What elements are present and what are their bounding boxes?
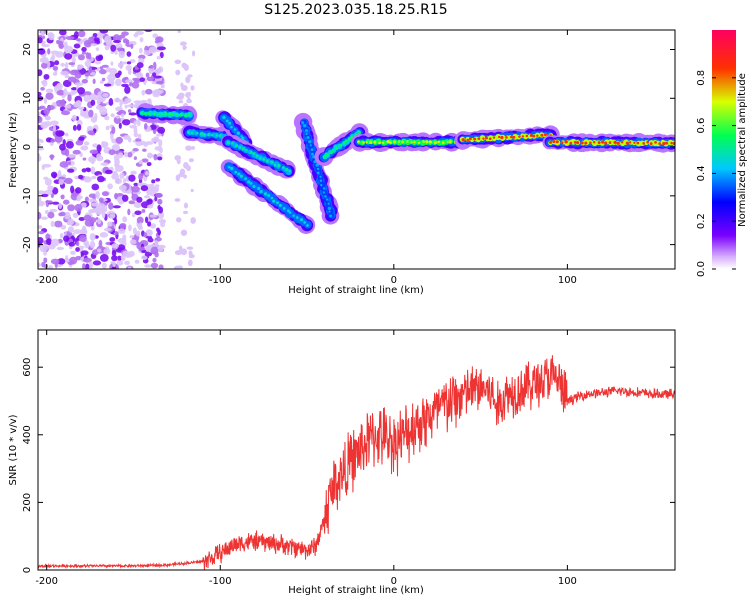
spectrogram-x-tick-label: -100	[209, 275, 232, 286]
snr-y-tick-label: 400	[22, 425, 33, 444]
snr-y-label: SNR (10 * v/v)	[8, 414, 19, 485]
snr-x-tick-label: 100	[558, 576, 577, 587]
colorbar: 0.0 0.2 0.4 0.6 0.8 Normalized spectral ampl…	[696, 30, 748, 277]
spectrogram-frame	[37, 29, 676, 270]
spectrogram-x-ticks: -200 -100 0 100	[35, 30, 577, 286]
snr-frame	[37, 329, 676, 571]
spectral-feature-3	[220, 134, 296, 179]
snr-y-ticks: 0 200 400 600	[22, 358, 675, 573]
spectrogram-y-tick-label: -20	[22, 236, 33, 252]
spectral-feature-9	[542, 132, 675, 153]
colorbar-gradient	[712, 30, 736, 269]
spectrogram-x-tick-label: 0	[391, 275, 397, 286]
spectral-feature-0	[136, 103, 198, 126]
colorbar-ticks: 0.0 0.2 0.4 0.6 0.8	[696, 70, 736, 277]
noise-speckle	[38, 30, 197, 269]
spectrogram-y-label: Frequency (Hz)	[8, 112, 19, 188]
snr-x-tick-label: 0	[391, 576, 397, 587]
colorbar-tick-label: 0.6	[696, 118, 707, 134]
spectral-feature-5	[293, 112, 340, 225]
snr-y-tick-label: 0	[22, 567, 33, 573]
spectrogram-x-tick-label: -200	[35, 275, 58, 286]
spectrogram-y-tick-label: 0	[22, 144, 33, 150]
spectrogram-x-tick-label: 100	[558, 275, 577, 286]
figure-title: S125.2023.035.18.25.R15	[264, 2, 447, 18]
snr-x-ticks: -200 -100 0 100	[35, 330, 577, 587]
snr-y-tick-label: 200	[22, 493, 33, 512]
colorbar-tick-label: 0.2	[696, 213, 707, 229]
colorbar-tick-label: 0.0	[696, 261, 707, 277]
colorbar-tick-label: 0.8	[696, 70, 707, 86]
spectral-feature-2	[215, 110, 253, 149]
snr-x-tick-label: -100	[209, 576, 232, 587]
spectrogram-y-ticks: -20 -10 0 10 20	[22, 43, 675, 253]
snr-x-tick-label: -200	[35, 576, 58, 587]
spectrogram-y-tick-label: -10	[22, 188, 33, 204]
snr-series-line	[38, 355, 675, 570]
colorbar-tick-label: 0.4	[696, 165, 707, 181]
spectrogram-area	[38, 30, 675, 269]
spectral-feature-7	[351, 132, 471, 153]
colorbar-label: Normalized spectral amplitude	[737, 73, 748, 227]
spectrogram-y-tick-label: 10	[22, 92, 33, 105]
snr-y-tick-label: 600	[22, 358, 33, 377]
spectrogram-x-label: Height of straight line (km)	[288, 285, 424, 296]
spectral-feature-4	[220, 159, 316, 234]
spectrogram-y-tick-label: 20	[22, 43, 33, 56]
spectral-feature-6	[314, 123, 369, 167]
snr-area	[38, 355, 675, 570]
snr-panel: -200 -100 0 100 0 200 400 600 Height of straig…	[8, 329, 676, 596]
snr-x-label: Height of straight line (km)	[288, 585, 424, 596]
